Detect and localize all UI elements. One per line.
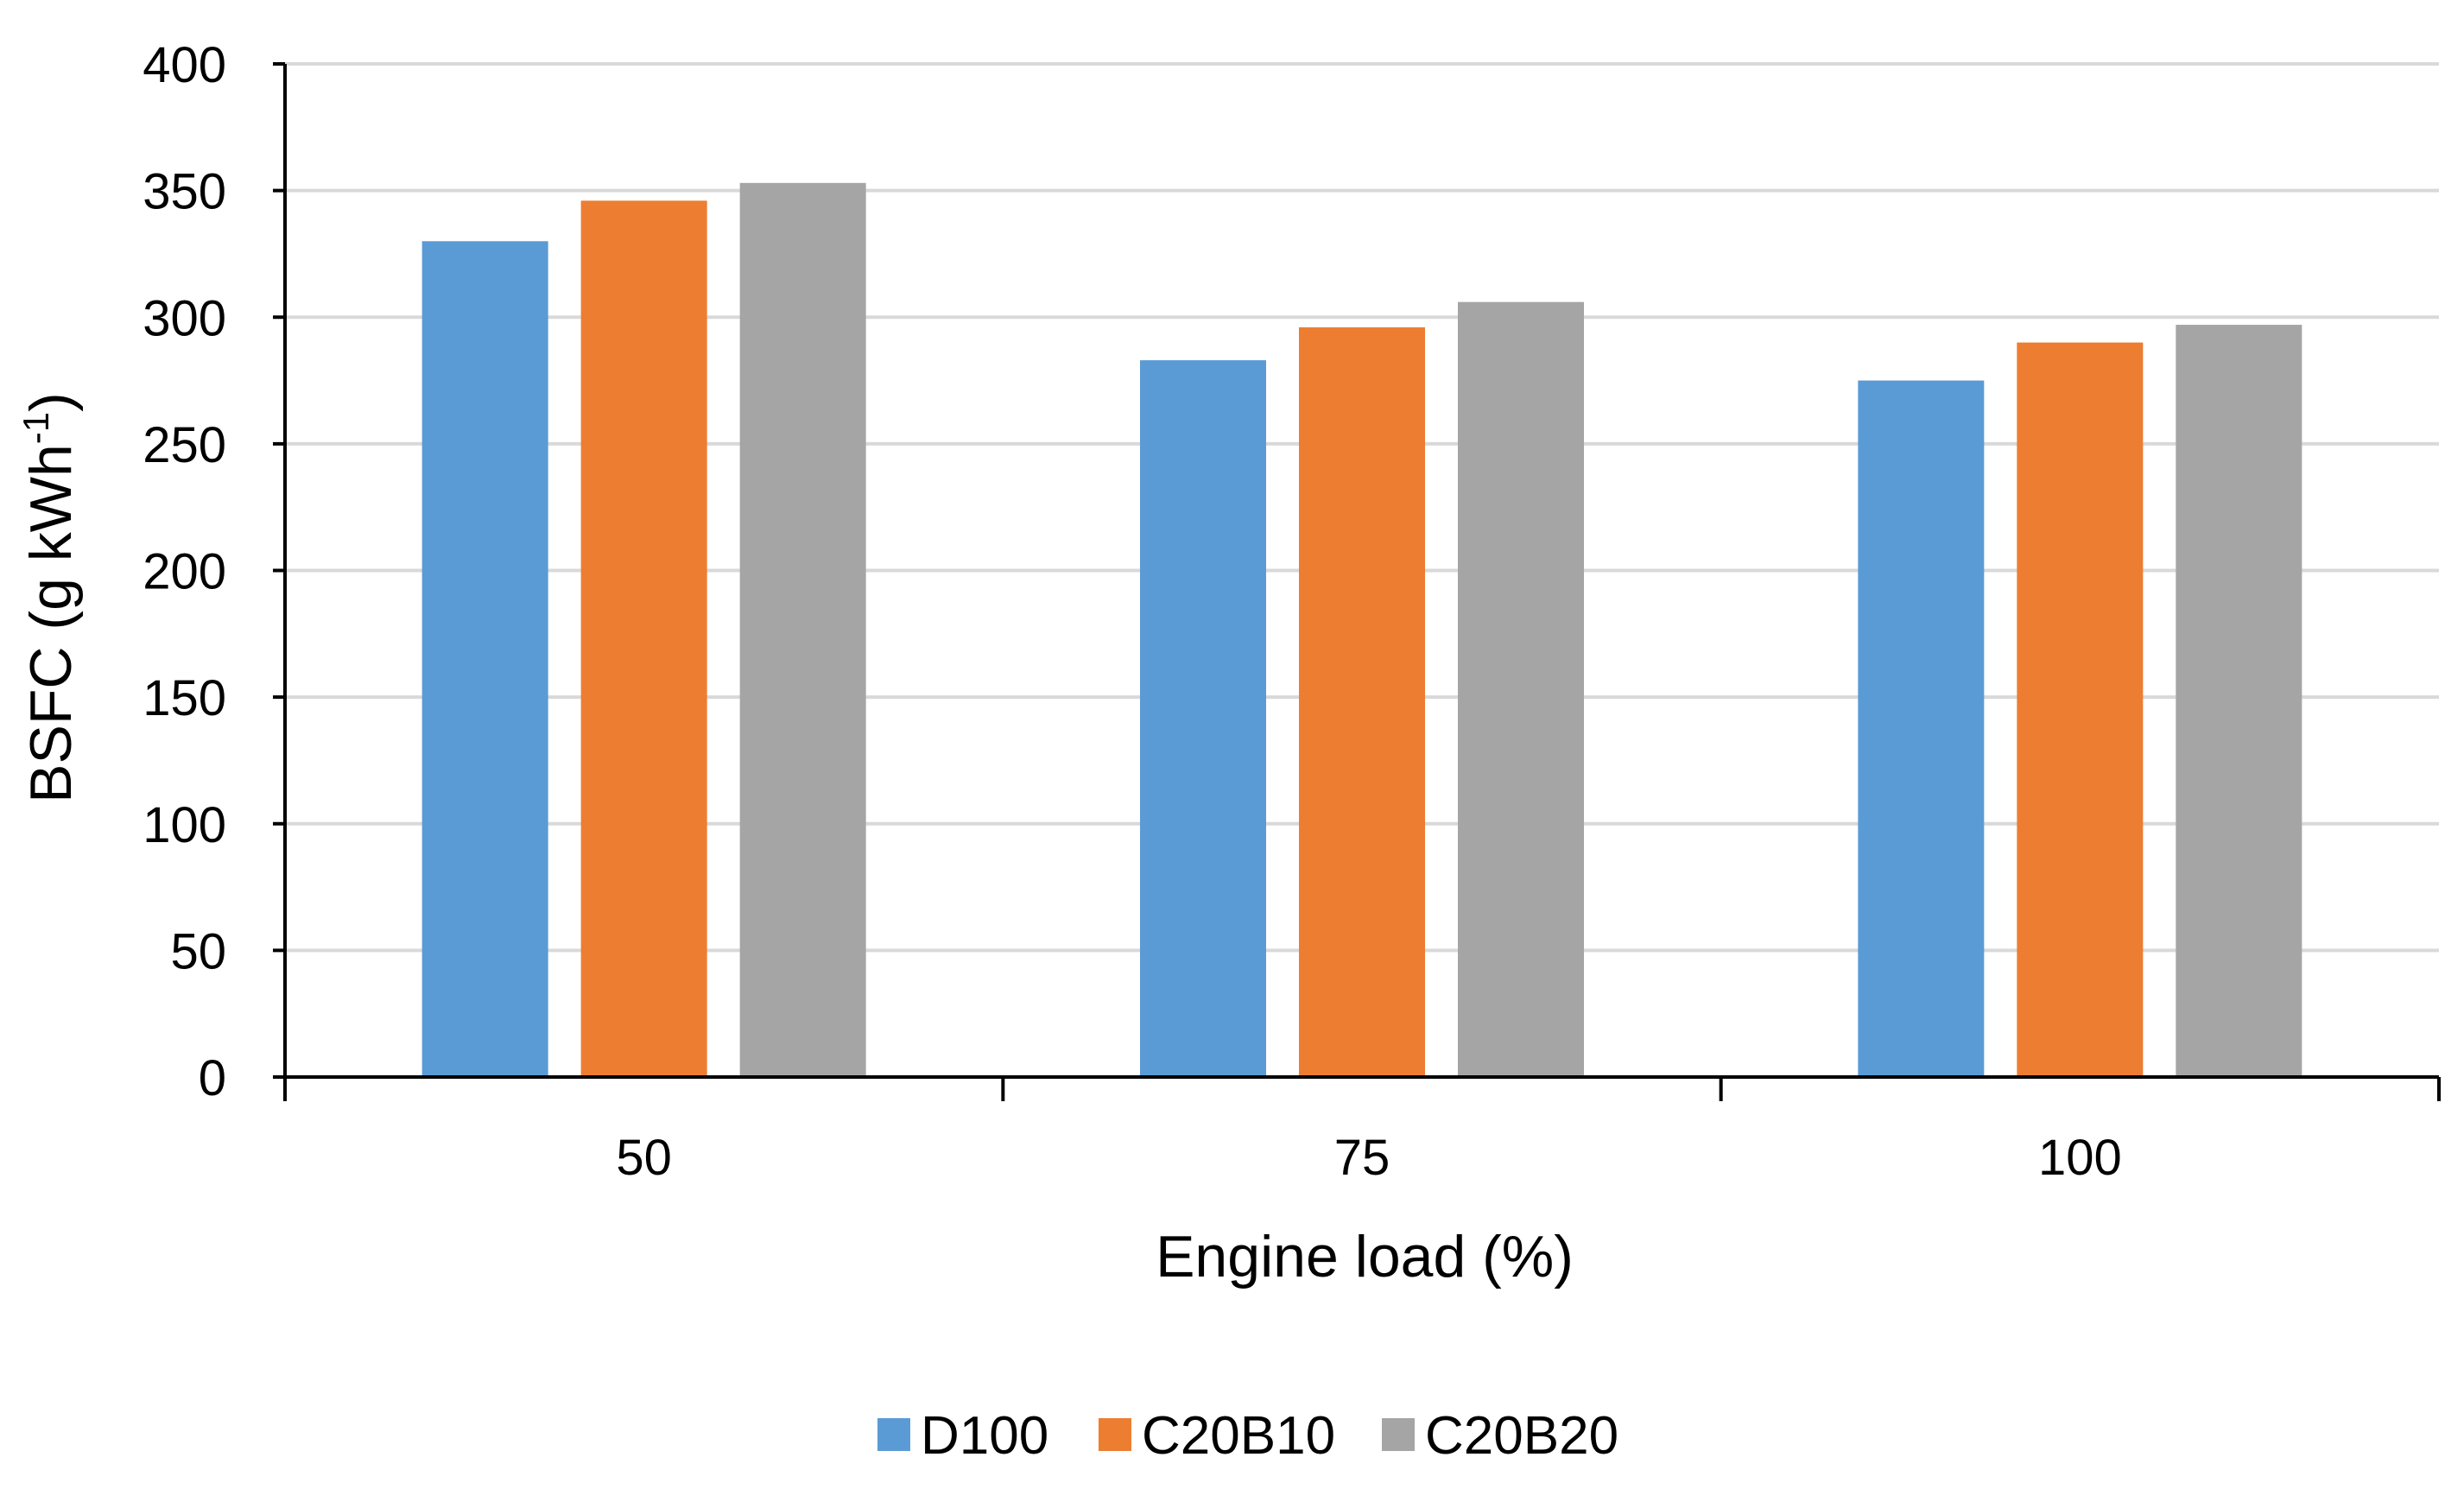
y-axis-title-main: BSFC (g kWh (18, 444, 84, 803)
y-tick-label: 150 (143, 670, 226, 726)
bar-c20b20-100 (2176, 325, 2302, 1077)
bar-c20b10-75 (1299, 326, 1425, 1078)
y-axis-title: BSFC (g kWh-1) (16, 392, 84, 803)
y-tick-label: 250 (143, 417, 226, 473)
y-axis-title-close: ) (18, 392, 84, 412)
legend-swatch-c20b20 (1382, 1418, 1415, 1451)
axes (273, 62, 2441, 1101)
bar-c20b20-50 (739, 182, 866, 1077)
x-tick-label: 100 (2038, 1130, 2122, 1186)
y-tick-label: 200 (143, 544, 226, 600)
bar-c20b10-50 (580, 200, 707, 1078)
x-tick-label: 75 (1334, 1130, 1390, 1186)
y-tick-label: 400 (143, 37, 226, 93)
bar-d100-75 (1140, 360, 1266, 1077)
x-tick-label: 50 (616, 1130, 672, 1186)
legend-label-c20b10: C20B10 (1142, 1406, 1335, 1466)
legend: D100 C20B10 C20B20 (877, 1406, 1618, 1466)
legend-label-d100: D100 (921, 1406, 1048, 1466)
legend-label-c20b20: C20B20 (1425, 1406, 1618, 1466)
x-axis-title: Engine load (%) (1156, 1224, 1574, 1289)
legend-swatch-c20b10 (1099, 1418, 1131, 1451)
y-tick-labels: 0 50 100 150 200 250 300 350 400 (143, 37, 226, 1106)
y-axis-title-superscript: -1 (16, 412, 56, 444)
bar-d100-50 (421, 241, 548, 1077)
legend-swatch-d100 (877, 1418, 910, 1451)
bar-c20b10-100 (2017, 342, 2144, 1077)
y-tick-label: 350 (143, 164, 226, 220)
bar-d100-100 (1858, 380, 1985, 1077)
x-tick-labels: 50 75 100 (616, 1130, 2121, 1186)
y-tick-label: 0 (199, 1050, 226, 1106)
bar-c20b20-75 (1458, 301, 1584, 1077)
y-tick-label: 300 (143, 290, 226, 346)
y-tick-label: 50 (170, 923, 226, 979)
y-tick-label: 100 (143, 797, 226, 853)
bars (421, 182, 2302, 1078)
